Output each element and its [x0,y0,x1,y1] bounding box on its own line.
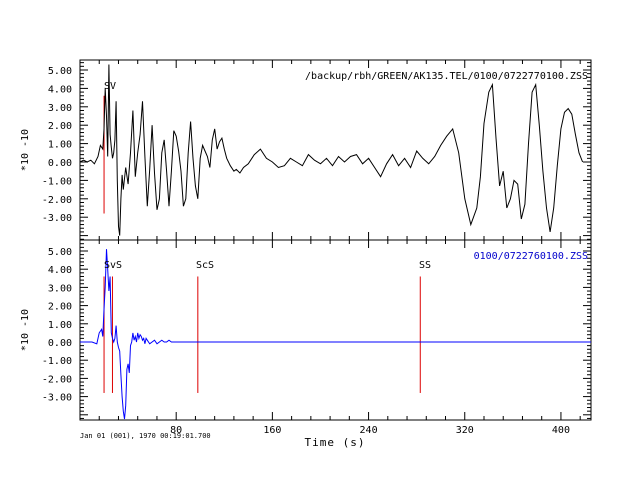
top-panel-title: /backup/rbh/GREEN/AK135.TEL/0100/0722770… [305,71,588,82]
x-tick-labels: 80 160 240 320 400 [170,425,570,436]
y-tick-label: -3.00 [42,213,72,224]
y-tick-label: -1.00 [42,176,72,187]
bottom-waveform [80,249,591,420]
y-tick-label: -1.00 [42,356,72,367]
y-tick-label: -3.00 [42,393,72,404]
x-tick-label: 240 [360,425,378,436]
timestamp: Jan 01 (001), 1970 00:19:01.700 [80,432,211,440]
phase-label-sv: SV [104,81,116,92]
x-tick-label: 80 [170,425,182,436]
phase-label-ss: SS [419,260,431,271]
y-tick-label: 1.00 [48,320,72,331]
y-tick-label: 3.00 [48,283,72,294]
phase-label-scs: ScS [196,260,214,271]
x-axis-label: Time (s) [305,436,366,449]
bottom-panel-frame [79,239,592,421]
y-tick-label: 0.00 [48,158,72,169]
y-tick-label: 0.00 [48,338,72,349]
y-tick-label: 5.00 [48,247,72,258]
x-tick-label: 160 [263,425,281,436]
axis-ticks [79,60,591,420]
y-tick-label: -2.00 [42,195,72,206]
phase-label-svs: SvS [104,260,122,271]
y-tick-label: 5.00 [48,66,72,77]
bottom-ylabel: *10 -10 [20,309,31,351]
top-panel-frame [79,59,592,241]
y-tick-label: 2.00 [48,302,72,313]
x-tick-label: 320 [456,425,474,436]
bottom-panel-title: 0100/0722760100.ZSS [474,251,588,262]
y-tick-label: 4.00 [48,84,72,95]
y-tick-label: 2.00 [48,121,72,132]
top-ylabel: *10 -10 [20,129,31,171]
y-tick-label: 4.00 [48,265,72,276]
y-tick-labels: 5.00 4.00 3.00 2.00 1.00 0.00 -1.00 -2.00 -3.00 5… [42,66,72,404]
y-tick-label: 1.00 [48,140,72,151]
x-tick-label: 400 [552,425,570,436]
y-tick-label: 3.00 [48,103,72,114]
top-waveform [79,64,584,236]
y-tick-label: -2.00 [42,374,72,385]
